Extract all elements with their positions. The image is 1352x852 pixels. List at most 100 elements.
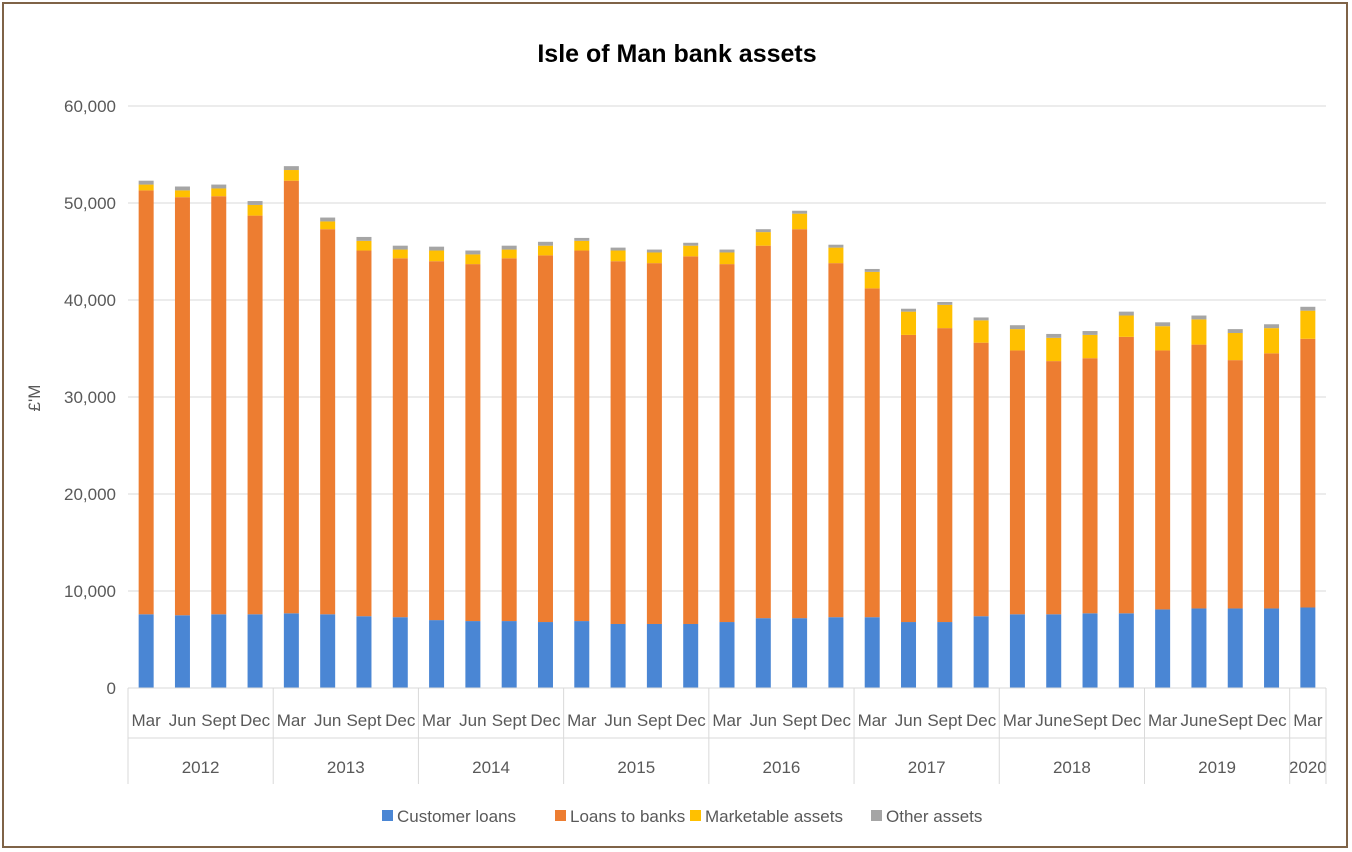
bar-marketable-assets (1082, 334, 1098, 359)
bar-other-assets (864, 268, 880, 272)
x-tick-label: Sept (927, 711, 962, 730)
y-tick-label: 20,000 (64, 485, 116, 504)
bar-other-assets (247, 201, 263, 205)
bar-marketable-assets (792, 213, 808, 230)
x-tick-label: Jun (750, 711, 777, 730)
legend-swatch (871, 810, 882, 821)
bar-marketable-assets (429, 250, 445, 262)
bar-other-assets (138, 180, 154, 185)
bar-customer-loans (1300, 607, 1316, 688)
x-tick-label: Dec (676, 711, 707, 730)
bars (138, 166, 1316, 688)
bar-marketable-assets (574, 240, 590, 251)
x-tick-label: Mar (858, 711, 888, 730)
bar-other-assets (610, 247, 626, 251)
bar-marketable-assets (283, 170, 299, 181)
y-tick-label: 30,000 (64, 388, 116, 407)
bar-customer-loans (973, 616, 989, 688)
y-tick-label: 40,000 (64, 291, 116, 310)
bar-other-assets (1227, 329, 1243, 333)
bar-marketable-assets (755, 232, 771, 246)
bar-other-assets (1009, 325, 1025, 330)
x-group-label: 2020 (1289, 758, 1327, 777)
bar-customer-loans (320, 614, 336, 688)
bar-loans-to-banks (247, 215, 263, 615)
y-tick-label: 60,000 (64, 97, 116, 116)
bar-other-assets (973, 317, 989, 321)
x-group-label: 2017 (908, 758, 946, 777)
x-tick-label: Dec (240, 711, 271, 730)
x-tick-label: Sept (1073, 711, 1108, 730)
bar-customer-loans (356, 616, 372, 688)
y-tick-label: 10,000 (64, 582, 116, 601)
x-tick-label: Dec (530, 711, 561, 730)
legend-label: Customer loans (397, 807, 516, 826)
bar-loans-to-banks (1264, 353, 1280, 609)
bar-marketable-assets (1009, 329, 1025, 351)
x-group-label: 2016 (763, 758, 801, 777)
bar-customer-loans (1227, 608, 1243, 688)
legend-swatch (382, 810, 393, 821)
legend-label: Marketable assets (705, 807, 843, 826)
bar-other-assets (937, 301, 953, 305)
legend-label: Loans to banks (570, 807, 685, 826)
bar-customer-loans (1264, 608, 1280, 688)
bar-marketable-assets (356, 240, 372, 251)
bar-customer-loans (864, 617, 880, 688)
x-group-label: 2014 (472, 758, 510, 777)
bar-marketable-assets (465, 254, 481, 265)
bar-customer-loans (683, 623, 699, 688)
bar-loans-to-banks (683, 256, 699, 624)
bar-customer-loans (646, 623, 662, 688)
bar-other-assets (683, 242, 699, 246)
x-group-label: 2019 (1198, 758, 1236, 777)
legend-label: Other assets (886, 807, 982, 826)
x-tick-label: Dec (1111, 711, 1142, 730)
x-group-label: 2013 (327, 758, 365, 777)
bar-customer-loans (828, 617, 844, 688)
y-tick-label: 0 (107, 679, 116, 698)
bar-marketable-assets (610, 250, 626, 262)
bar-customer-loans (429, 620, 445, 688)
bar-marketable-assets (501, 249, 517, 259)
bar-marketable-assets (1155, 326, 1171, 351)
bar-loans-to-banks (646, 263, 662, 624)
x-tick-label: Dec (966, 711, 997, 730)
bar-other-assets (1155, 322, 1171, 327)
bar-loans-to-banks (283, 180, 299, 614)
bar-loans-to-banks (174, 197, 190, 616)
bar-other-assets (174, 186, 190, 191)
bar-other-assets (828, 244, 844, 248)
bar-loans-to-banks (356, 250, 372, 617)
bar-other-assets (392, 245, 408, 250)
bar-other-assets (1264, 324, 1280, 329)
bar-marketable-assets (138, 184, 154, 191)
x-group-label: 2015 (617, 758, 655, 777)
bar-loans-to-banks (792, 229, 808, 619)
x-tick-label: Mar (1003, 711, 1033, 730)
x-tick-label: Mar (1293, 711, 1323, 730)
bar-customer-loans (719, 622, 735, 688)
x-tick-label: Jun (314, 711, 341, 730)
bar-other-assets (1118, 311, 1134, 316)
bar-marketable-assets (174, 190, 190, 198)
bar-loans-to-banks (138, 190, 154, 615)
bar-customer-loans (901, 622, 917, 688)
bar-marketable-assets (537, 245, 553, 256)
bar-loans-to-banks (320, 229, 336, 615)
bar-marketable-assets (1191, 319, 1207, 345)
bar-marketable-assets (901, 311, 917, 335)
bar-marketable-assets (1300, 310, 1316, 339)
x-group-label: 2012 (182, 758, 220, 777)
bar-other-assets (1046, 333, 1062, 338)
bar-loans-to-banks (501, 258, 517, 622)
x-axis: Mar Jun Sept Dec Mar Jun Sept Dec Mar Jun Sept Dec M… (127, 687, 1327, 784)
bar-marketable-assets (1046, 337, 1062, 362)
bar-loans-to-banks (1155, 350, 1171, 610)
bank-assets-chart: Isle of Man bank assets £'M 0 10,000 20,00… (25, 40, 1327, 826)
x-tick-label: Jun (459, 711, 486, 730)
bar-marketable-assets (937, 304, 953, 329)
x-tick-label: Mar (1148, 711, 1178, 730)
legend-swatch (690, 810, 701, 821)
bar-marketable-assets (828, 247, 844, 264)
